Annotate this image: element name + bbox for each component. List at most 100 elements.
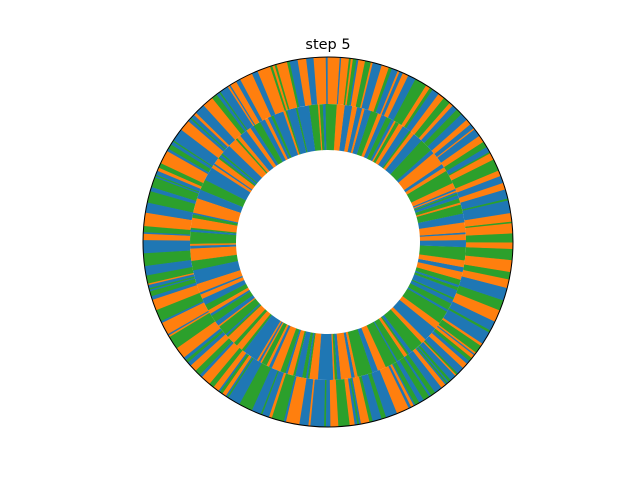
ring-2-slice	[418, 344, 452, 382]
ring-2-slice	[325, 379, 331, 428]
ring-2-slice	[393, 78, 427, 126]
ring-1-slice	[285, 110, 301, 155]
ring-2-slice	[383, 72, 409, 118]
ring-2-slice	[465, 233, 514, 243]
ring-1-slice	[419, 245, 466, 261]
ring-1-slice	[352, 108, 372, 155]
ring-2-slice	[276, 61, 298, 110]
ring-1-slice	[336, 332, 352, 380]
ring-1-slice	[200, 277, 245, 300]
ring-1-slice	[258, 321, 283, 363]
ring-1-slice	[381, 314, 413, 354]
ring-1-slice	[211, 164, 252, 193]
ring-2-slice	[390, 364, 415, 408]
ring-2-slice	[251, 367, 279, 415]
ring-1-slice	[403, 163, 445, 193]
ring-2-slice	[423, 339, 459, 375]
ring-2-slice	[271, 373, 296, 422]
ring-2-slice	[268, 372, 287, 419]
ring-1-slice	[339, 105, 353, 152]
ring-1-slice	[271, 326, 297, 372]
ring-1-slice	[415, 267, 461, 286]
ring-1-slice	[414, 272, 459, 291]
ring-1-slice	[309, 333, 322, 380]
ring-1-slice	[190, 229, 237, 236]
ring-2-slice	[449, 301, 496, 331]
ring-1-slice	[399, 295, 440, 329]
ring-1-slice	[259, 119, 286, 163]
outer-ring-outline	[142, 56, 514, 428]
ring-2-slice	[349, 377, 360, 425]
ring-2-slice	[352, 376, 370, 425]
ring-1-slice	[374, 318, 405, 362]
ring-2-slice	[408, 350, 442, 393]
ring-2-slice	[434, 123, 474, 158]
ring-1-slice	[273, 111, 299, 158]
ring-2-slice	[335, 379, 351, 427]
ring-1-slice	[343, 106, 358, 153]
ring-1-slice	[221, 153, 258, 184]
ring-2-slice	[211, 94, 245, 135]
ring-2-slice	[456, 285, 504, 311]
ring-1-slice	[192, 214, 238, 226]
ring-1-slice	[385, 133, 422, 175]
ring-2-slice	[251, 70, 276, 117]
ring-2-slice	[387, 75, 416, 121]
ring-2-slice	[176, 321, 221, 359]
ring-1-slice	[416, 204, 464, 223]
ring-2-slice	[428, 332, 468, 369]
ring-1-slice	[377, 126, 410, 168]
outer-ring	[143, 56, 514, 428]
ring-1-slice	[270, 115, 292, 159]
ring-2-slice	[452, 292, 500, 322]
ring-1-slice	[402, 288, 448, 324]
ring-2-slice	[147, 273, 194, 286]
ring-2-slice	[465, 221, 513, 228]
ring-2-slice	[149, 278, 197, 297]
ring-2-slice	[423, 109, 462, 147]
ring-1-slice	[228, 139, 267, 179]
ring-2-slice	[436, 127, 475, 158]
ring-1-slice	[393, 299, 436, 340]
ring-2-slice	[437, 324, 477, 355]
ring-2-slice	[393, 361, 420, 406]
ring-1-slice	[334, 333, 342, 380]
ring-1-slice	[345, 331, 359, 378]
ring-2-slice	[403, 87, 433, 129]
ring-1-slice	[286, 107, 307, 155]
ring-1-slice	[253, 121, 283, 165]
ring-2-slice	[405, 354, 436, 396]
ring-2-slice	[161, 302, 209, 335]
ring-2-slice	[460, 189, 508, 210]
ring-2-slice	[239, 73, 272, 121]
inner-ring	[190, 103, 466, 381]
ring-2-slice	[143, 250, 192, 267]
ring-1-slice	[407, 287, 449, 312]
ring-1-slice	[280, 328, 300, 374]
ring-1-slice	[308, 104, 322, 151]
ring-2-slice	[154, 175, 200, 195]
ring-2-slice	[313, 57, 327, 105]
ring-2-slice	[440, 135, 484, 168]
ring-2-slice	[203, 97, 242, 141]
ring-2-slice	[145, 202, 194, 221]
ring-2-slice	[257, 66, 285, 115]
ring-1-slice	[197, 189, 243, 214]
ring-2-slice	[144, 260, 193, 276]
ring-1-slice	[373, 121, 399, 164]
ring-2-slice	[213, 350, 247, 392]
ring-1-slice	[191, 254, 239, 271]
ring-2-slice	[355, 60, 371, 108]
ring-2-slice	[410, 93, 444, 135]
ring-2-slice	[147, 191, 196, 213]
ring-2-slice	[173, 129, 219, 167]
ring-2-slice	[446, 146, 490, 175]
ring-2-slice	[305, 57, 318, 106]
ring-2-slice	[269, 65, 287, 112]
ring-2-slice	[190, 114, 228, 150]
ring-2-slice	[230, 81, 260, 125]
ring-1-slice	[261, 322, 288, 366]
ring-1-slice	[215, 295, 255, 326]
ring-2-slice	[433, 328, 473, 362]
ring-2-slice	[308, 379, 316, 427]
